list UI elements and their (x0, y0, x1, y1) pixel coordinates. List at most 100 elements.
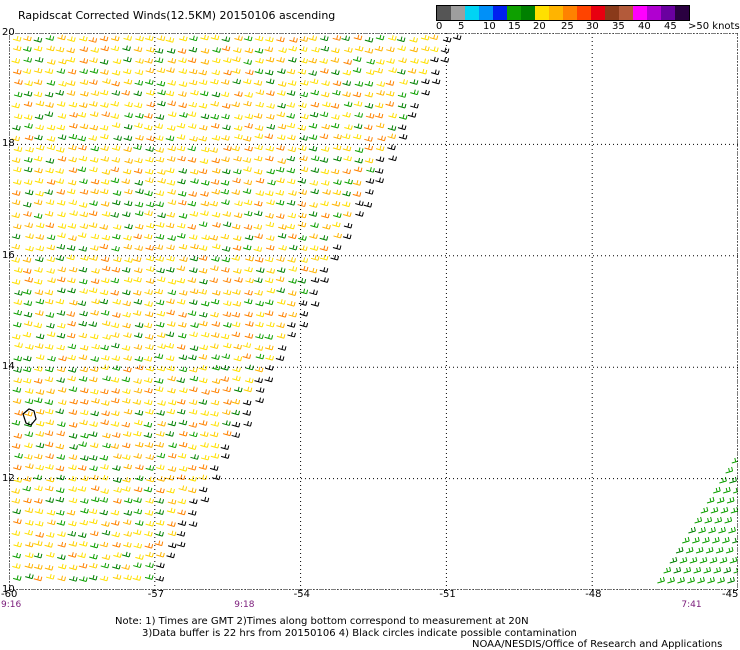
wind-barb (167, 387, 176, 394)
wind-barb (198, 255, 208, 261)
wind-barb (244, 47, 254, 54)
wind-barb (110, 35, 120, 42)
wind-barb (167, 521, 176, 527)
wind-barb (146, 101, 155, 108)
wind-barb (319, 245, 329, 252)
wind-barb (178, 57, 187, 64)
wind-barb (14, 453, 23, 459)
wind-barb (57, 232, 66, 239)
wind-barb (35, 222, 45, 229)
wind-barb (68, 564, 78, 571)
wind-barb (57, 399, 67, 406)
wind-barb (244, 234, 254, 241)
wind-barb (135, 35, 144, 42)
wind-barb (99, 509, 109, 516)
wind-barb (99, 289, 109, 296)
wind-barb (167, 199, 177, 206)
wind-barb (275, 355, 285, 361)
wind-barb (89, 542, 99, 549)
wind-barb (375, 34, 385, 41)
wind-barb (34, 114, 44, 120)
wind-barb (298, 212, 307, 219)
wind-barb (123, 200, 133, 207)
wind-barb (23, 90, 33, 97)
latitude-tick-label: 20 (2, 27, 15, 38)
wind-barb (189, 169, 199, 175)
wind-barb (99, 575, 109, 582)
wind-barb (377, 135, 386, 142)
wind-barb (277, 232, 287, 239)
wind-barb (286, 122, 296, 129)
wind-barb (255, 101, 264, 108)
wind-barb (112, 58, 122, 65)
wind-barb (724, 516, 733, 524)
wind-barb (177, 509, 186, 516)
wind-barb (332, 221, 341, 228)
wind-barb (366, 167, 375, 173)
wind-barb (99, 35, 109, 42)
wind-barb (55, 408, 65, 415)
wind-barb (144, 574, 154, 580)
wind-barb (299, 135, 308, 141)
wind-barb (113, 498, 122, 504)
wind-barb (133, 90, 143, 97)
wind-barb (56, 147, 65, 153)
wind-barb (231, 145, 240, 152)
wind-barb (78, 202, 88, 208)
wind-barb (287, 134, 296, 141)
wind-barb (156, 80, 166, 87)
wind-barb (77, 232, 87, 238)
wind-barb (165, 222, 175, 229)
wind-barb (178, 81, 188, 87)
wind-barb (342, 69, 352, 76)
wind-barb (44, 91, 54, 98)
wind-barb (23, 46, 32, 52)
wind-barb (145, 278, 155, 284)
wind-barb (46, 45, 55, 52)
wind-barb (143, 432, 153, 438)
wind-barb (23, 497, 32, 504)
wind-barb (101, 211, 111, 217)
wind-barb (99, 541, 109, 548)
wind-barb (233, 212, 243, 219)
wind-barb (245, 69, 254, 76)
wind-barb (57, 575, 66, 582)
wind-barb (101, 169, 111, 175)
wind-barb (187, 57, 197, 64)
wind-barb (145, 201, 155, 208)
wind-barb (297, 68, 307, 75)
wind-barb (242, 157, 252, 163)
wind-barb (365, 69, 375, 75)
wind-barb (189, 375, 199, 382)
wind-barb (210, 411, 219, 417)
wind-barb (233, 268, 242, 274)
wind-barb (342, 145, 352, 152)
wind-barb (288, 57, 297, 63)
wind-barb (321, 212, 330, 219)
wind-barb (143, 124, 153, 131)
wind-barb (66, 188, 76, 195)
wind-barb (242, 244, 252, 251)
wind-barb (442, 36, 452, 43)
wind-barb (190, 178, 199, 184)
wind-barb (210, 453, 220, 459)
wind-barb (135, 112, 144, 119)
wind-barb (56, 200, 66, 206)
wind-barb (341, 133, 351, 140)
wind-barb (277, 102, 286, 109)
wind-barb (176, 277, 186, 284)
wind-barb (188, 475, 197, 482)
wind-barb (275, 190, 285, 196)
wind-barb (165, 343, 175, 349)
wind-barb (45, 222, 55, 229)
wind-barb (154, 386, 164, 392)
wind-barb (90, 47, 100, 53)
wind-barb (111, 80, 120, 87)
wind-barb (332, 144, 342, 151)
wind-barb (231, 101, 241, 108)
wind-barb (23, 311, 33, 318)
wind-barb (320, 180, 330, 186)
wind-barb (34, 267, 43, 273)
wind-barb (90, 278, 100, 285)
wind-barb (47, 519, 56, 526)
